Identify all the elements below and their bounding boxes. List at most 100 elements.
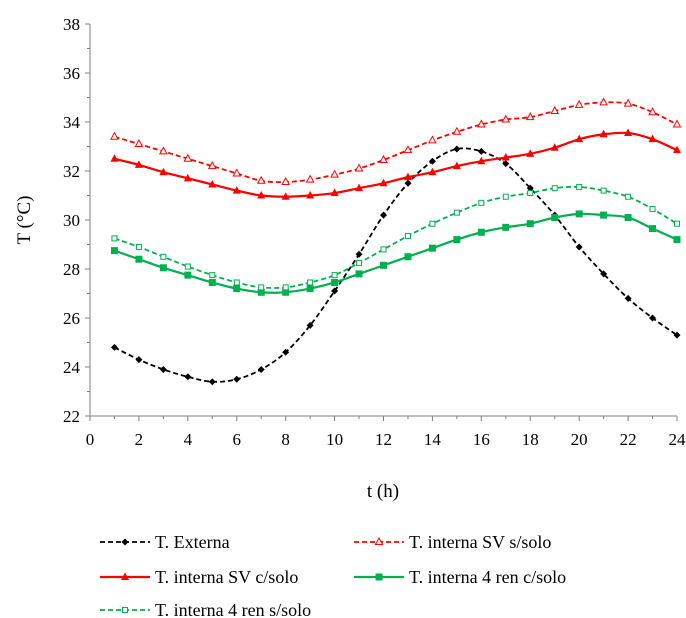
data-point [599, 129, 608, 138]
x-tick-label: 8 [281, 430, 290, 449]
data-point [110, 247, 118, 255]
data-point [257, 365, 265, 373]
series-line [114, 101, 678, 184]
legend-item: T. Externa [100, 532, 230, 552]
data-point [134, 138, 144, 148]
data-point [673, 331, 681, 339]
data-point [208, 179, 217, 188]
y-tick-label: 38 [63, 15, 80, 34]
data-point [648, 107, 657, 116]
legend-label: T. interna SV c/solo [155, 567, 298, 587]
legend-swatch-marker [122, 607, 128, 613]
series-line [114, 212, 678, 294]
data-point [525, 112, 535, 121]
data-point [452, 161, 461, 170]
data-point [159, 264, 167, 272]
data-point [183, 153, 193, 162]
data-point [576, 183, 583, 190]
y-axis-title: T (°C) [14, 196, 35, 245]
data-point [331, 278, 339, 286]
data-point [649, 314, 657, 322]
data-point [453, 145, 461, 153]
data-point [550, 143, 559, 151]
legend-label: T. interna SV s/solo [409, 532, 551, 552]
data-point [575, 243, 583, 251]
series-line [114, 131, 678, 198]
data-point [135, 243, 142, 250]
data-point [258, 284, 265, 291]
data-point [380, 261, 387, 269]
legend-swatch-marker [374, 536, 384, 545]
data-point [159, 167, 168, 176]
data-point [649, 205, 656, 212]
data-point [502, 160, 510, 168]
data-point [380, 246, 387, 253]
data-point [282, 288, 290, 296]
y-tick-label: 30 [63, 211, 80, 230]
data-point [453, 236, 461, 244]
x-tick-label: 12 [375, 430, 392, 449]
data-point [428, 157, 436, 165]
y-tick-label: 36 [63, 64, 80, 83]
y-tick-label: 28 [63, 260, 80, 279]
data-point [550, 105, 560, 114]
data-point [527, 190, 534, 197]
data-point [625, 193, 632, 200]
data-point [624, 214, 632, 222]
data-point [477, 156, 486, 165]
legend-item: T. interna SV c/solo [100, 567, 298, 587]
legend: T. Externa T. interna SV s/solo T. interna… [100, 532, 566, 618]
data-point [307, 279, 314, 286]
data-point [306, 191, 315, 199]
data-point [600, 270, 608, 278]
data-point [257, 288, 265, 296]
data-point [599, 97, 608, 106]
data-point [404, 179, 412, 187]
data-point [111, 235, 118, 242]
legend-swatch-marker [121, 538, 129, 546]
data-point [502, 193, 509, 200]
y-tick-label: 32 [63, 162, 80, 181]
data-point [672, 119, 682, 128]
data-point [477, 228, 485, 236]
data-point [208, 278, 216, 286]
data-point [452, 126, 462, 135]
data-point [160, 253, 167, 260]
data-point [501, 114, 511, 123]
data-point [428, 135, 437, 144]
data-point [110, 154, 119, 162]
series-1 [110, 145, 681, 386]
data-point [526, 220, 534, 228]
series-layer [110, 97, 682, 386]
data-point [282, 348, 290, 356]
x-tick-label: 20 [571, 430, 588, 449]
series-2 [110, 97, 682, 186]
data-point [502, 223, 510, 231]
data-point [208, 378, 216, 386]
data-point [355, 250, 363, 258]
legend-item: T. interna 4 ren s/solo [100, 600, 311, 618]
data-point [501, 153, 510, 161]
x-tick-label: 18 [522, 430, 539, 449]
data-point [674, 220, 680, 227]
data-point [379, 178, 388, 187]
data-point [281, 176, 291, 186]
data-point [551, 214, 559, 222]
data-point [306, 321, 314, 329]
data-point [331, 287, 339, 295]
x-tick-label: 2 [135, 430, 144, 449]
data-point [428, 244, 436, 252]
data-point [330, 169, 339, 178]
data-point [600, 187, 607, 194]
x-tick-label: 14 [424, 430, 442, 449]
x-tick-label: 22 [620, 430, 637, 449]
data-point [575, 134, 584, 143]
data-point [600, 211, 608, 219]
data-point [624, 294, 632, 302]
data-point [623, 98, 633, 107]
data-point [281, 192, 290, 200]
data-point [478, 199, 485, 206]
data-point [379, 154, 388, 163]
